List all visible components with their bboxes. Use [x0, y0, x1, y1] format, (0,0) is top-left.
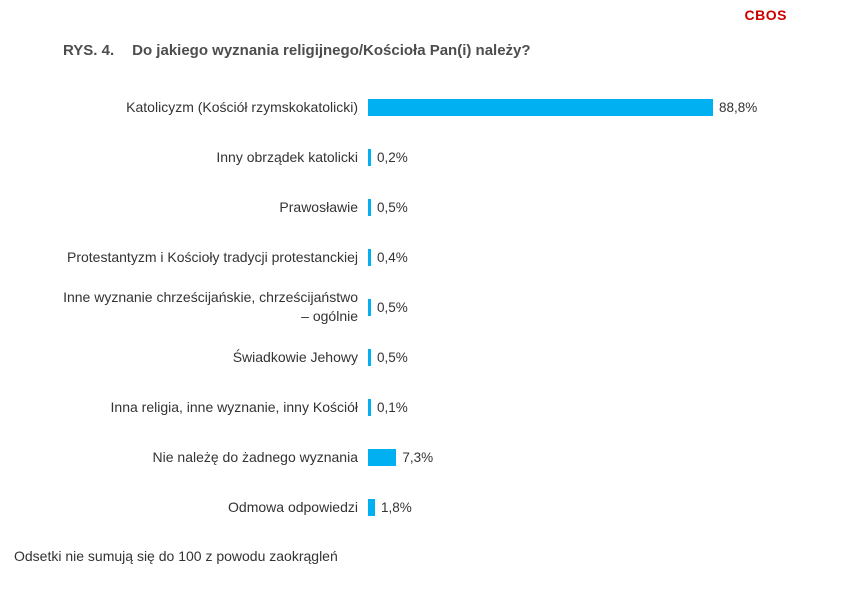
chart-row: Prawosławie 0,5% — [63, 182, 783, 232]
category-label: Nie należę do żadnego wyznania — [152, 448, 358, 465]
bar-area: 0,2% — [368, 148, 783, 166]
category-label: Inna religia, inne wyznanie, inny Kośció… — [110, 398, 358, 415]
category-label: Odmowa odpowiedzi — [228, 498, 358, 515]
category-label: Prawosławie — [279, 198, 358, 215]
chart-row: Inna religia, inne wyznanie, inny Kośció… — [63, 382, 783, 432]
cbos-logo: CBOS — [744, 7, 787, 23]
bar — [368, 298, 371, 316]
value-label: 0,5% — [377, 199, 408, 215]
bar — [368, 198, 371, 216]
bar-area: 0,4% — [368, 248, 783, 266]
chart-row: Inny obrządek katolicki 0,2% — [63, 132, 783, 182]
value-label: 1,8% — [380, 499, 412, 515]
bar-area: 7,3% — [368, 448, 783, 466]
bar-area: 88,8% — [368, 98, 783, 116]
category-label: Inny obrządek katolicki — [216, 148, 358, 165]
chart-question: Do jakiego wyznania religijnego/Kościoła… — [132, 42, 531, 59]
bar-area: 1,8% — [368, 498, 783, 516]
bar — [368, 498, 375, 516]
value-label: 0,1% — [377, 399, 408, 415]
value-label: 88,8% — [719, 99, 758, 115]
chart-row: Protestantyzm i Kościoły tradycji protes… — [63, 232, 783, 282]
footnote: Odsetki nie sumują się do 100 z powodu z… — [14, 548, 338, 564]
chart-row: Świadkowie Jehowy 0,5% — [63, 332, 783, 382]
chart-row: Katolicyzm (Kościół rzymskokatolicki) 88,… — [63, 82, 783, 132]
bar — [368, 148, 371, 166]
bar — [368, 248, 371, 266]
bar-area: 0,5% — [368, 198, 783, 216]
category-label: Katolicyzm (Kościół rzymskokatolicki) — [126, 98, 358, 115]
value-label: 0,2% — [377, 149, 408, 165]
value-label: 0,5% — [377, 349, 408, 365]
chart-title: RYS. 4. Do jakiego wyznania religijnego/… — [63, 42, 531, 59]
bar-area: 0,1% — [368, 398, 783, 416]
bar-chart: Katolicyzm (Kościół rzymskokatolicki) 88,… — [63, 82, 783, 532]
category-label: Protestantyzm i Kościoły tradycji protes… — [67, 248, 358, 265]
chart-row: Nie należę do żadnego wyznania 7,3% — [63, 432, 783, 482]
value-label: 0,5% — [377, 299, 408, 315]
bar — [368, 398, 371, 416]
value-label: 0,4% — [377, 249, 408, 265]
bar — [368, 98, 713, 116]
chart-row: Inne wyznanie chrześcijańskie, chrześcij… — [63, 282, 783, 332]
bar-area: 0,5% — [368, 348, 783, 366]
category-label: Świadkowie Jehowy — [232, 348, 358, 365]
value-label: 7,3% — [402, 449, 434, 465]
chart-row: Odmowa odpowiedzi 1,8% — [63, 482, 783, 532]
category-label: Inne wyznanie chrześcijańskie, chrześcij… — [63, 289, 358, 324]
bar-area: 0,5% — [368, 298, 783, 316]
bar — [368, 448, 397, 466]
bar — [368, 348, 371, 366]
figure-number: RYS. 4. — [63, 42, 115, 59]
